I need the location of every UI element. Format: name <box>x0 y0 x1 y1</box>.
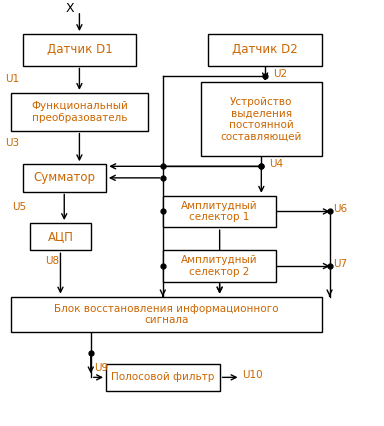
Text: U6: U6 <box>333 204 348 214</box>
Text: U10: U10 <box>242 370 263 380</box>
FancyBboxPatch shape <box>23 164 106 192</box>
FancyBboxPatch shape <box>11 296 322 332</box>
Text: U2: U2 <box>273 69 287 79</box>
Text: U3: U3 <box>5 138 19 148</box>
FancyBboxPatch shape <box>106 364 220 391</box>
Text: U4: U4 <box>269 159 283 169</box>
Text: Сумматор: Сумматор <box>33 171 95 184</box>
Text: Функциональный
преобразователь: Функциональный преобразователь <box>31 101 128 123</box>
Text: Полосовой фильтр: Полосовой фильтр <box>111 372 215 383</box>
Text: Блок восстановления информационного
сигнала: Блок восстановления информационного сигн… <box>54 304 279 325</box>
Text: U5: U5 <box>12 202 26 212</box>
Text: U1: U1 <box>5 74 19 84</box>
Text: АЦП: АЦП <box>48 230 73 243</box>
FancyBboxPatch shape <box>11 93 147 131</box>
Text: Устройство
выделения
постоянной
составляющей: Устройство выделения постоянной составля… <box>221 97 302 141</box>
FancyBboxPatch shape <box>201 82 322 156</box>
Text: Датчик D2: Датчик D2 <box>232 43 298 56</box>
Text: Амплитудный
селектор 1: Амплитудный селектор 1 <box>181 201 258 222</box>
FancyBboxPatch shape <box>23 34 136 66</box>
FancyBboxPatch shape <box>163 196 276 227</box>
Text: Датчик D1: Датчик D1 <box>46 43 112 56</box>
Text: X: X <box>66 2 74 15</box>
Text: U8: U8 <box>45 256 60 266</box>
Text: U9: U9 <box>94 363 109 373</box>
FancyBboxPatch shape <box>30 223 91 250</box>
Text: Амплитудный
селектор 2: Амплитудный селектор 2 <box>181 255 258 277</box>
FancyBboxPatch shape <box>208 34 322 66</box>
Text: U7: U7 <box>333 259 348 269</box>
FancyBboxPatch shape <box>163 250 276 282</box>
